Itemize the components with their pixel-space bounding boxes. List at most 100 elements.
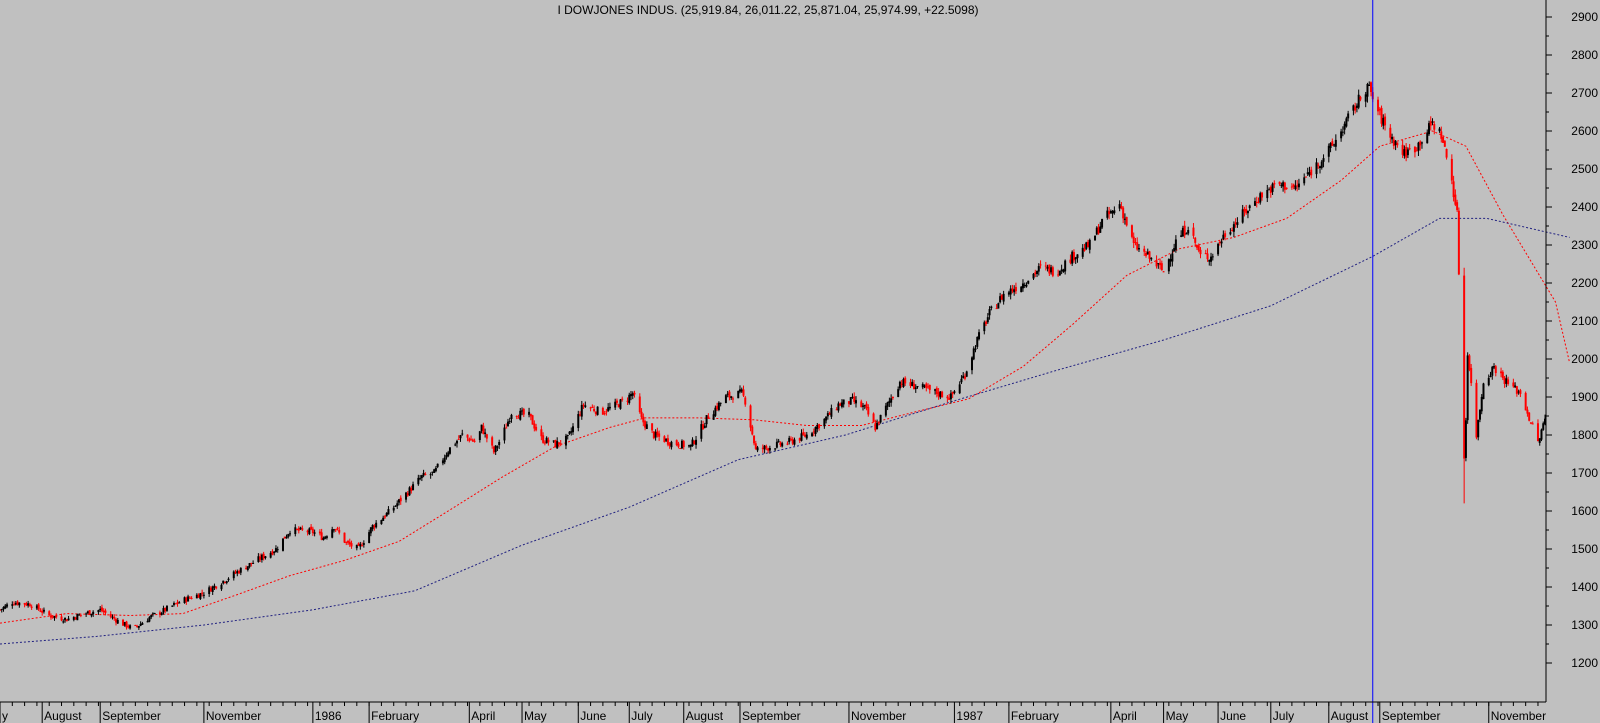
candle-body xyxy=(348,541,351,545)
candle-body xyxy=(1480,396,1483,412)
candle-body xyxy=(125,621,128,628)
candle-body xyxy=(1292,184,1295,187)
candle-body xyxy=(429,474,432,476)
candle-body xyxy=(1463,275,1466,459)
candle-body xyxy=(1011,288,1014,292)
candle-body xyxy=(985,321,988,325)
candle-body xyxy=(645,424,648,429)
candle-body xyxy=(1433,123,1436,130)
candle-body xyxy=(777,440,780,442)
candle-body xyxy=(1076,254,1079,259)
candle-body xyxy=(577,414,580,428)
candle-body xyxy=(677,443,680,447)
candle-body xyxy=(74,617,77,620)
candle-body xyxy=(257,556,260,562)
x-tick-label: July xyxy=(1273,709,1294,723)
candle-body xyxy=(53,616,56,618)
candle-body xyxy=(466,434,469,438)
candle-body xyxy=(176,602,179,604)
candle-body xyxy=(1357,94,1360,108)
candle-body xyxy=(373,525,376,528)
candle-body xyxy=(134,625,137,627)
candle-body xyxy=(826,413,829,417)
candle-body xyxy=(387,509,390,515)
candle-body xyxy=(535,426,538,431)
candle-body xyxy=(798,438,801,441)
candle-body xyxy=(1544,418,1546,425)
candle-body xyxy=(633,392,636,395)
candle-body xyxy=(1048,264,1051,274)
candle-body xyxy=(951,392,954,395)
candle-body xyxy=(496,446,499,448)
candle-body xyxy=(1146,251,1149,255)
candle-body xyxy=(185,597,188,602)
candle-body xyxy=(35,605,38,609)
candle-body xyxy=(941,391,944,398)
candle-body xyxy=(127,626,130,628)
candle-body xyxy=(334,529,337,531)
candle-body xyxy=(522,408,525,415)
candle-body xyxy=(860,401,863,408)
candle-body xyxy=(482,425,485,434)
candle-body xyxy=(570,431,573,433)
y-axis: 1200 1300 1400 1500 1600 1700 1800 1900 2000 2100… xyxy=(1546,10,1598,670)
candle-body xyxy=(1464,420,1467,458)
candle-body xyxy=(804,434,807,437)
candle-body xyxy=(236,571,239,574)
candle-body xyxy=(1148,251,1151,259)
candle-body xyxy=(1210,256,1213,262)
candle-body xyxy=(1169,258,1172,262)
candle-body xyxy=(1478,409,1481,420)
candle-body xyxy=(928,385,931,390)
candle-body xyxy=(1456,202,1459,210)
candle-body xyxy=(1347,113,1350,119)
candle-body xyxy=(1206,253,1209,260)
candle-body xyxy=(347,541,350,543)
candle-body xyxy=(626,400,629,402)
candle-body xyxy=(264,556,267,559)
candle-body xyxy=(336,528,339,530)
candle-body xyxy=(540,429,543,437)
candle-body xyxy=(1333,144,1336,146)
candle-body xyxy=(355,544,358,549)
candle-body xyxy=(506,421,509,427)
candle-body xyxy=(30,606,33,608)
candle-body xyxy=(492,446,495,453)
candle-body xyxy=(311,528,314,533)
candle-body xyxy=(1501,371,1504,378)
candle-body xyxy=(1136,242,1139,250)
candle-body xyxy=(1392,139,1395,146)
candle-body xyxy=(164,607,167,612)
candle-body xyxy=(1334,139,1337,147)
candle-body xyxy=(1278,181,1281,185)
candle-body xyxy=(1308,172,1311,176)
candle-body xyxy=(222,580,225,584)
candle-body xyxy=(394,505,397,507)
candle-body xyxy=(556,441,559,449)
candle-body xyxy=(503,427,506,441)
candle-body xyxy=(1143,248,1146,252)
candle-body xyxy=(27,603,30,606)
candle-body xyxy=(816,425,819,429)
candle-body xyxy=(983,322,986,332)
candle-body xyxy=(301,528,304,530)
candle-body xyxy=(471,439,474,442)
candle-body xyxy=(383,516,386,518)
candle-body xyxy=(498,442,501,446)
candle-body xyxy=(491,437,494,446)
candle-body xyxy=(260,554,263,560)
candle-body xyxy=(914,387,917,390)
candle-body xyxy=(1493,366,1496,368)
candle-body xyxy=(974,348,977,350)
candle-body xyxy=(28,604,31,607)
candle-body xyxy=(1171,253,1174,262)
candle-body xyxy=(1431,121,1434,123)
candle-body xyxy=(1408,148,1411,150)
candle-body xyxy=(1197,245,1200,251)
candle-body xyxy=(589,407,592,409)
candle-body xyxy=(1282,182,1285,187)
candle-body xyxy=(1538,438,1541,443)
candle-body xyxy=(306,530,309,533)
candle-body xyxy=(1014,287,1017,292)
candle-body xyxy=(148,617,151,622)
